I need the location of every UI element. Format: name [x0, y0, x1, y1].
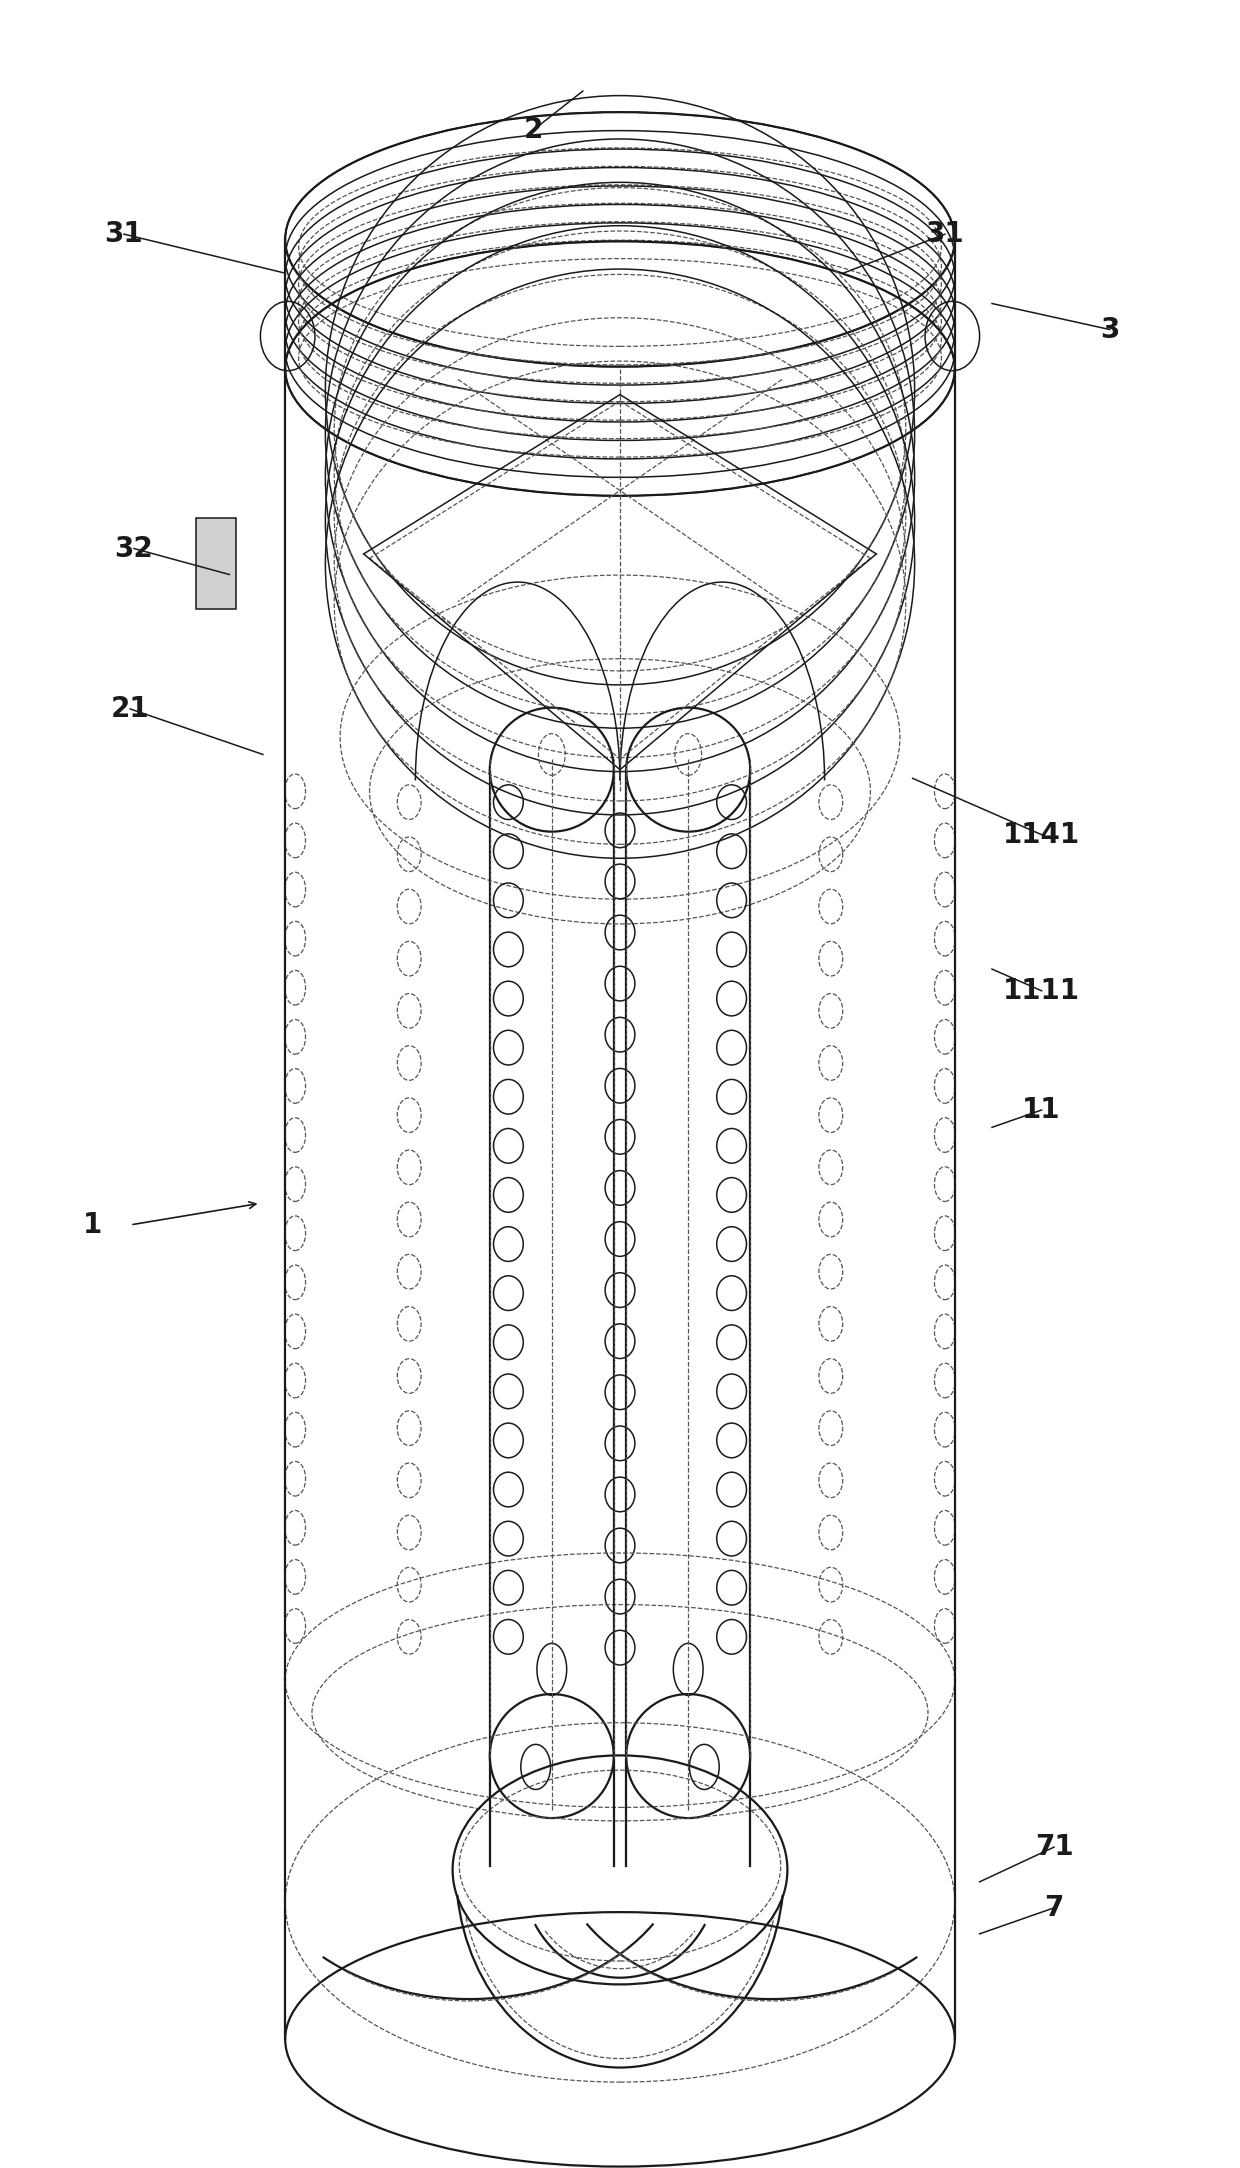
Text: 1: 1: [83, 1212, 103, 1238]
Text: 11: 11: [1022, 1097, 1061, 1123]
Text: 31: 31: [104, 221, 144, 247]
Bar: [196, 518, 236, 609]
Text: 1141: 1141: [1003, 822, 1080, 848]
Text: 31: 31: [925, 221, 965, 247]
Text: 32: 32: [114, 535, 154, 562]
Text: 21: 21: [110, 696, 150, 722]
Text: 71: 71: [1034, 1834, 1074, 1860]
Text: 1111: 1111: [1003, 978, 1080, 1004]
Text: 2: 2: [523, 117, 543, 143]
Text: 7: 7: [1044, 1895, 1064, 1921]
Text: 3: 3: [1100, 317, 1120, 343]
